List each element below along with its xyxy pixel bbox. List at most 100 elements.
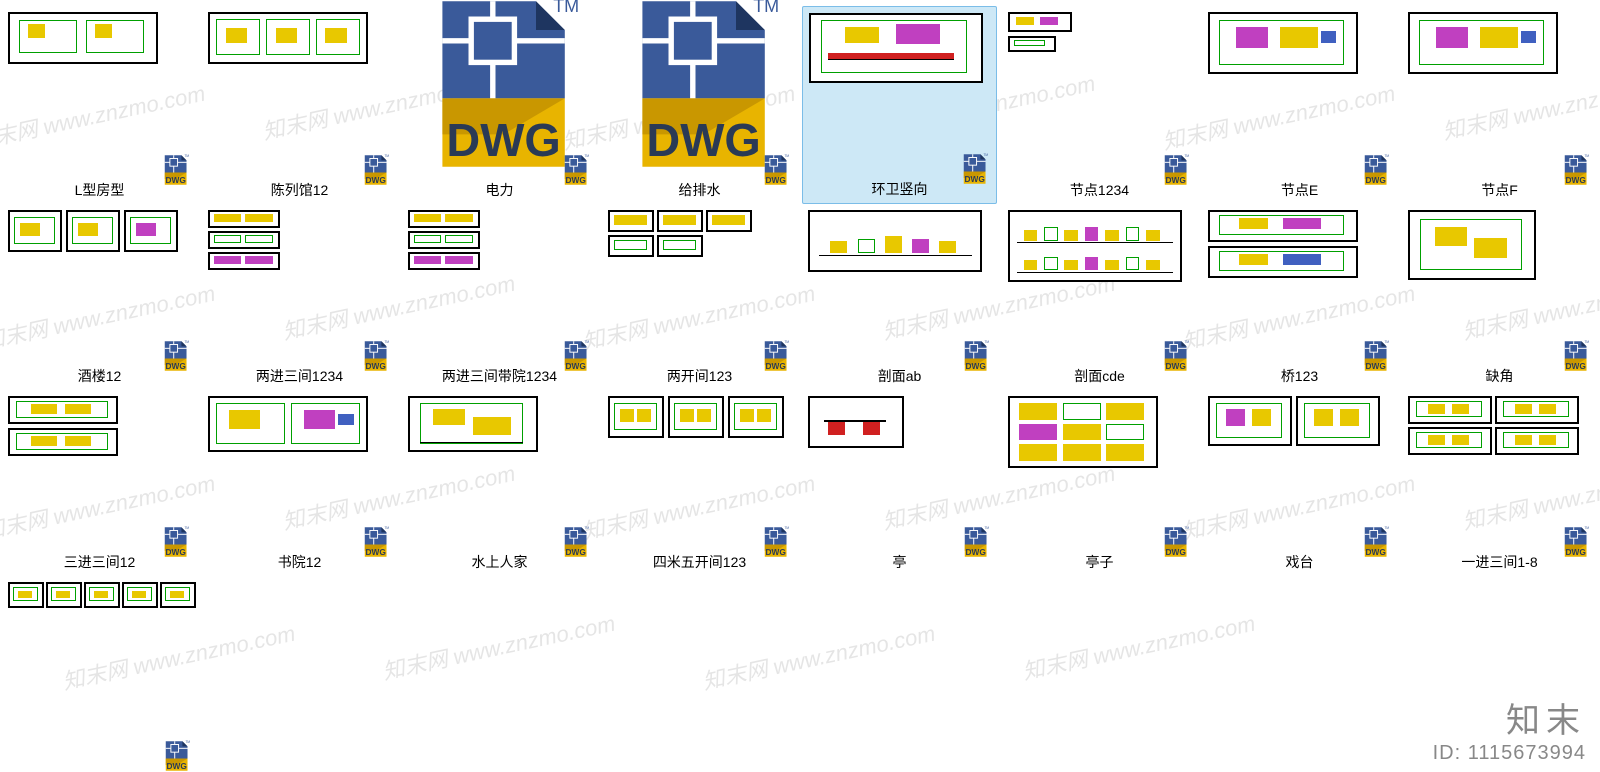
dwg-icon: DWG TM: [359, 154, 391, 186]
dwg-icon: DWG TM: [1559, 340, 1591, 372]
file-label: 一进三间1-8: [1461, 552, 1537, 572]
file-item[interactable]: DWG TM 书院12: [202, 390, 397, 576]
file-item[interactable]: DWG TM DWG TM 电力: [402, 6, 597, 204]
dwg-icon: DWG TM: [359, 340, 391, 372]
dwg-icon: DWG TM: [359, 154, 391, 186]
dwg-icon: DWG TM: [1159, 154, 1191, 186]
svg-text:TM: TM: [185, 740, 190, 744]
file-item[interactable]: DWG TM 节点E: [1202, 6, 1397, 204]
file-item[interactable]: DWG TM 酒楼12: [2, 204, 197, 390]
file-item: [802, 576, 997, 636]
file-grid: DWG TM L型房型 DWG TM 陈列馆12 DWG TM DW: [0, 0, 1600, 642]
svg-text:DWG: DWG: [1565, 361, 1585, 371]
file-item[interactable]: DWG TM 陈列馆12: [202, 6, 397, 204]
file-thumbnail: [6, 208, 193, 362]
file-thumbnail: [606, 394, 793, 548]
svg-text:DWG: DWG: [765, 175, 785, 185]
svg-text:DWG: DWG: [446, 114, 560, 166]
file-item[interactable]: DWG TM 三进三间12: [2, 390, 197, 576]
dwg-icon: DWG TM: [359, 526, 391, 558]
file-thumbnail: [1406, 208, 1593, 362]
svg-text:TM: TM: [984, 340, 989, 344]
dwg-icon: DWG TM: [159, 340, 191, 372]
svg-text:DWG: DWG: [365, 547, 385, 557]
file-label: 陈列馆12: [271, 180, 329, 200]
svg-text:DWG: DWG: [1365, 547, 1385, 557]
svg-text:TM: TM: [753, 0, 779, 16]
file-thumbnail: [1206, 208, 1393, 362]
dwg-icon: DWG TM: [608, 0, 791, 174]
file-item[interactable]: DWG TM 水上人家: [402, 390, 597, 576]
file-thumbnail: [807, 11, 992, 175]
svg-text:TM: TM: [553, 0, 579, 16]
file-item[interactable]: DWG TM DWG TM 给排水: [602, 6, 797, 204]
file-item[interactable]: DWG TM 节点1234: [1002, 6, 1197, 204]
svg-text:DWG: DWG: [1165, 361, 1185, 371]
svg-text:DWG: DWG: [1365, 361, 1385, 371]
file-item[interactable]: DWG TM 两进三间带院1234: [402, 204, 597, 390]
file-item[interactable]: DWG TM 剖面ab: [802, 204, 997, 390]
dwg-icon: DWG TM: [1359, 340, 1391, 372]
file-item[interactable]: DWG TM: [160, 740, 192, 772]
svg-text:TM: TM: [584, 154, 589, 158]
dwg-icon: DWG TM: [159, 526, 191, 558]
file-thumbnail: [206, 394, 393, 548]
svg-text:TM: TM: [1584, 154, 1589, 158]
file-item[interactable]: DWG TM 四米五开间123: [602, 390, 797, 576]
file-label: 电力: [486, 180, 514, 200]
footer-brand: 知末: [1433, 693, 1586, 742]
svg-text:DWG: DWG: [165, 361, 185, 371]
file-item[interactable]: DWG TM 戏台: [1202, 390, 1397, 576]
file-label: 剖面ab: [878, 366, 922, 386]
dwg-icon: DWG TM: [1159, 154, 1191, 186]
svg-text:TM: TM: [1584, 526, 1589, 530]
dwg-icon: DWG TM: [1559, 526, 1591, 558]
dwg-icon: DWG TM: [160, 740, 192, 772]
file-item[interactable]: DWG TM 缺角: [1402, 204, 1597, 390]
file-item[interactable]: DWG TM 剖面cde: [1002, 204, 1197, 390]
file-thumbnail: [1406, 394, 1593, 548]
file-item[interactable]: DWG TM L型房型: [2, 6, 197, 204]
file-label: 水上人家: [472, 552, 528, 572]
dwg-icon: DWG TM: [759, 154, 791, 186]
file-thumbnail: [1206, 394, 1393, 548]
dwg-icon: DWG TM: [559, 154, 591, 186]
dwg-icon: DWG TM: [159, 154, 191, 186]
file-item[interactable]: DWG TM 桥123: [1202, 204, 1397, 390]
footer-id: ID: 1115673994: [1433, 742, 1586, 765]
dwg-icon: DWG TM: [1559, 340, 1591, 372]
file-label: L型房型: [75, 180, 125, 200]
dwg-icon: DWG TM: [1559, 154, 1591, 186]
file-thumbnail: [1406, 10, 1593, 176]
file-item[interactable]: DWG TM 一进三间1-8: [1402, 390, 1597, 576]
file-item[interactable]: DWG TM 两开间123: [602, 204, 797, 390]
file-thumbnail: [1206, 10, 1393, 176]
svg-text:TM: TM: [584, 526, 589, 530]
dwg-icon: DWG TM: [1359, 340, 1391, 372]
svg-text:DWG: DWG: [1565, 547, 1585, 557]
file-label: 剖面cde: [1074, 366, 1125, 386]
file-item[interactable]: [2, 576, 197, 636]
svg-text:DWG: DWG: [965, 547, 985, 557]
file-label: 节点F: [1481, 180, 1518, 200]
dwg-icon: DWG TM: [559, 154, 591, 186]
dwg-icon: DWG TM: [1359, 154, 1391, 186]
file-item[interactable]: DWG TM 亭: [802, 390, 997, 576]
svg-text:TM: TM: [384, 154, 389, 158]
file-item[interactable]: DWG TM 亭子: [1002, 390, 1197, 576]
svg-text:DWG: DWG: [365, 175, 385, 185]
dwg-icon: DWG TM: [159, 154, 191, 186]
svg-text:DWG: DWG: [165, 547, 185, 557]
svg-text:DWG: DWG: [565, 361, 585, 371]
file-item[interactable]: DWG TM 环卫竖向: [802, 6, 997, 204]
dwg-icon: DWG TM: [759, 526, 791, 558]
svg-text:TM: TM: [784, 526, 789, 530]
dwg-icon: DWG TM: [1159, 340, 1191, 372]
file-item[interactable]: DWG TM 节点F: [1402, 6, 1597, 204]
svg-text:DWG: DWG: [964, 174, 984, 184]
dwg-icon: DWG TM: [359, 526, 391, 558]
file-label: 两开间123: [667, 366, 732, 386]
file-item[interactable]: DWG TM 两进三间1234: [202, 204, 397, 390]
dwg-icon: DWG TM: [359, 340, 391, 372]
svg-text:TM: TM: [1384, 154, 1389, 158]
